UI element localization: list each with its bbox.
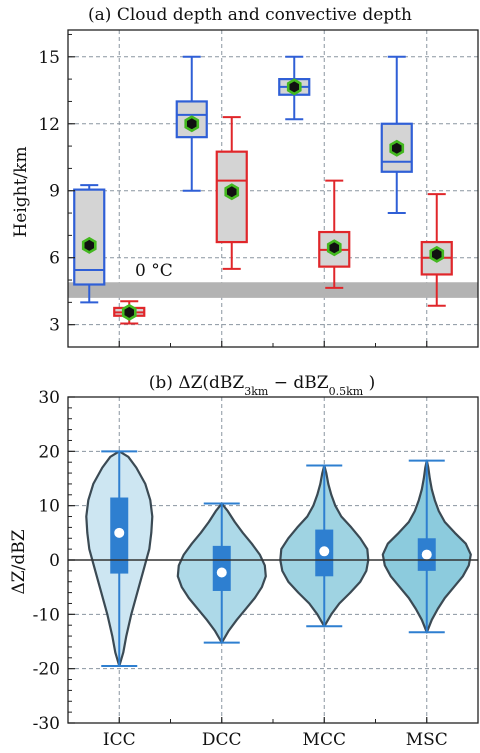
panel-b-y-tick-label: 20	[38, 442, 60, 462]
mean-marker	[224, 183, 240, 201]
panel-a-boxes	[73, 55, 453, 325]
panel-a-frame	[67, 29, 479, 348]
panel-b-y-tick-label: 10	[38, 497, 60, 517]
panel-a-y-tick-label: 6	[49, 249, 60, 269]
panel-b-title-main: (b) ΔZ(dBZ	[149, 373, 245, 393]
violin-icc	[85, 450, 154, 668]
panel-b-y-tick-label: -10	[33, 605, 60, 625]
box-convective_depth-icc	[113, 300, 146, 325]
mean-marker	[121, 303, 137, 321]
box-cloud_depth-mcc	[278, 55, 311, 121]
x-tick-label-mcc: MCC	[303, 730, 346, 750]
violin-median-dot	[421, 549, 432, 560]
mean-marker	[184, 115, 200, 133]
mean-marker	[429, 245, 445, 263]
panel-a-y-axis-label: Height/km	[11, 146, 31, 237]
mean-marker	[81, 236, 97, 254]
box-convective_depth-dcc	[215, 116, 248, 270]
box-convective_depth-mcc	[318, 179, 351, 289]
panel-b-title-sub1: 3km	[244, 385, 269, 398]
panel-b-title-sub2: 0.5km	[329, 385, 364, 398]
panel-a-y-tick-label: 12	[38, 115, 60, 135]
panel-b-title-mid: − dBZ	[268, 373, 328, 393]
violin-median-dot	[319, 546, 330, 557]
panel-a-grid	[68, 30, 478, 347]
panel-b-title-end: )	[363, 373, 375, 393]
panel-a-y-tick-label: 15	[38, 48, 60, 68]
violin-median-dot	[114, 527, 125, 538]
box-convective_depth-msc	[420, 193, 453, 307]
panel-b-title: (b) ΔZ(dBZ3km − dBZ0.5km )	[149, 373, 375, 398]
panel-b-y-tick-label: -30	[33, 714, 60, 734]
box-cloud_depth-icc	[73, 184, 106, 304]
box-cloud_depth-msc	[380, 55, 413, 215]
mean-marker	[286, 78, 302, 96]
panel-a-title: (a) Cloud depth and convective depth	[88, 5, 412, 25]
panel-b-violins	[68, 450, 478, 668]
freezing-level-shading	[68, 282, 478, 298]
x-tick-label-msc: MSC	[406, 730, 448, 750]
mean-marker	[389, 139, 405, 157]
panel-b-y-tick-label: 0	[49, 551, 60, 571]
violin-msc	[381, 459, 472, 634]
freezing-level-label: 0 °C	[135, 261, 173, 281]
violin-median-dot	[216, 567, 227, 578]
box-cloud_depth-dcc	[175, 55, 208, 192]
panel-a-box-plot: (a) Cloud depth and convective depth Hei…	[11, 5, 479, 348]
mean-marker	[326, 239, 342, 257]
violin-dcc	[176, 502, 267, 644]
panel-a-y-tick-label: 3	[49, 316, 60, 336]
panel-a-axes: 3 6 9 12 15	[38, 29, 479, 348]
panel-b-violin-plot: (b) ΔZ(dBZ3km − dBZ0.5km ) ΔZ/dBZ -30 -20…	[9, 373, 479, 750]
panel-a-y-tick-label: 9	[49, 182, 60, 202]
panel-b-axes: -30 -20 -10 0 10 20 30 ICC DCC MCC MSC	[33, 388, 479, 750]
panel-b-y-axis-label: ΔZ/dBZ	[9, 529, 29, 594]
x-tick-label-icc: ICC	[103, 730, 136, 750]
x-tick-label-dcc: DCC	[202, 730, 242, 750]
panel-b-y-tick-label: -20	[33, 660, 60, 680]
violin-mcc	[279, 464, 370, 628]
freezing-level-band	[68, 282, 478, 298]
panel-b-y-tick-label: 30	[38, 388, 60, 408]
